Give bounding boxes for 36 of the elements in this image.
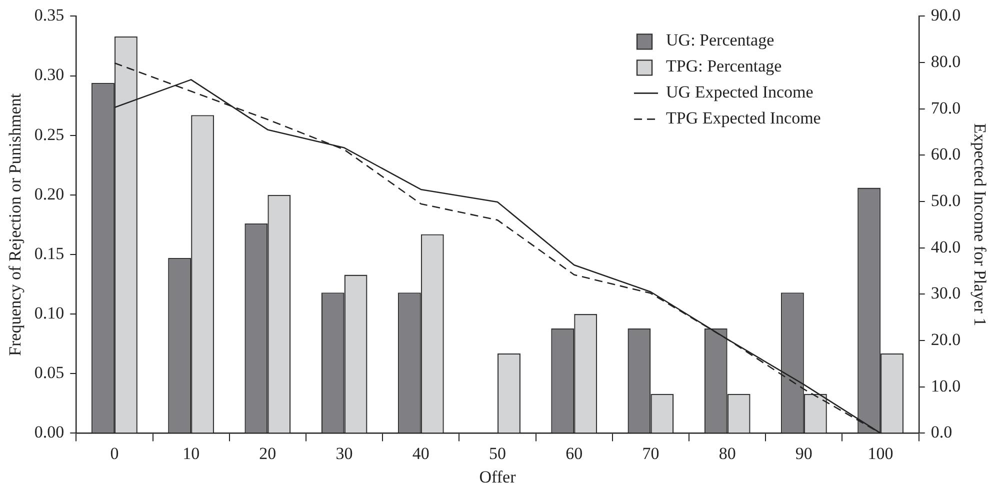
y-axis-title: Frequency of Rejection or Punishment: [6, 93, 25, 356]
x-tick-label: 30: [336, 444, 353, 463]
y-tick-label: 0.15: [34, 244, 64, 263]
y2-tick-label: 40.0: [930, 237, 961, 256]
legend-label: TPG Expected Income: [666, 108, 821, 128]
x-tick-label: 20: [259, 444, 276, 463]
y2-tick-label: 70.0: [930, 98, 961, 118]
y2-tick-label: 10.0: [930, 376, 961, 396]
x-tick-label: 40: [412, 444, 430, 463]
legend-label: UG: Percentage: [666, 30, 774, 50]
y2-tick-label: 60.0: [930, 144, 961, 164]
y2-tick-label: 30.0: [930, 284, 961, 303]
y-tick-label: 0.10: [34, 304, 64, 323]
y-tick-label: 0.35: [34, 6, 64, 25]
legend-label: TPG: Percentage: [666, 56, 782, 76]
y2-tick-label: 0.0: [930, 422, 952, 442]
y2-tick-label: 50.0: [930, 191, 961, 210]
x-axis-title: Offer: [479, 467, 516, 486]
x-tick-label: 100: [868, 444, 894, 463]
x-tick-label: 0: [110, 444, 119, 463]
x-tick-label: 10: [182, 444, 200, 463]
y2-tick-label: 20.0: [930, 330, 961, 349]
y2-tick-label: 80.0: [930, 52, 961, 71]
y-tick-label: 0.25: [34, 124, 64, 144]
y-tick-label: 0.00: [34, 422, 64, 442]
legend-label: UG Expected Income: [666, 82, 814, 102]
x-tick-label: 50: [489, 444, 506, 463]
x-tick-label: 80: [718, 444, 736, 463]
x-tick-label: 60: [566, 444, 583, 463]
x-tick-label: 90: [795, 444, 812, 463]
y2-tick-label: 90.0: [930, 6, 961, 25]
y2-axis-title: Expected Income for Player 1: [970, 123, 990, 326]
x-tick-label: 70: [642, 444, 660, 463]
y-tick-label: 0.20: [34, 184, 64, 204]
y-tick-label: 0.05: [34, 363, 64, 382]
y-tick-label: 0.30: [34, 65, 64, 84]
